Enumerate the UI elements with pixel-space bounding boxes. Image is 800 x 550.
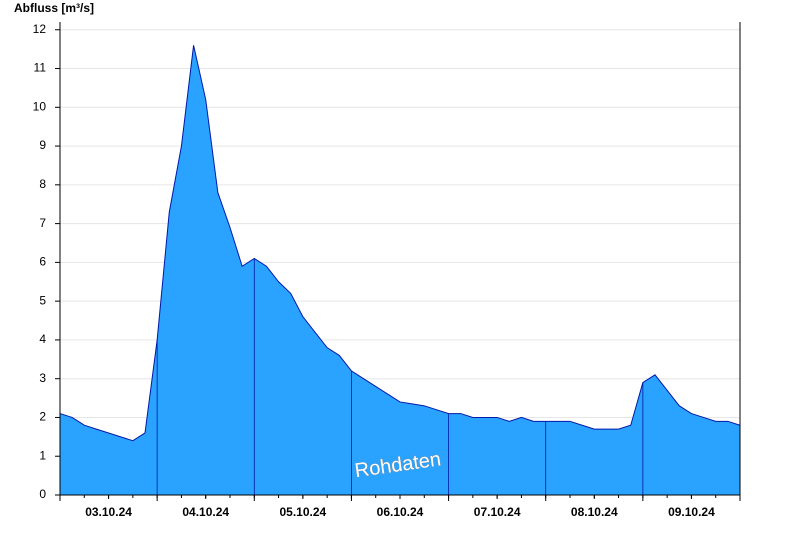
x-tick-label: 09.10.24 xyxy=(668,505,715,519)
x-tick-label: 05.10.24 xyxy=(279,505,326,519)
y-tick-label: 6 xyxy=(39,255,46,269)
x-tick-label: 06.10.24 xyxy=(377,505,424,519)
y-tick-label: 9 xyxy=(39,138,46,152)
x-tick-label: 07.10.24 xyxy=(474,505,521,519)
area-line xyxy=(59,45,741,442)
y-tick-label: 4 xyxy=(39,332,46,346)
y-tick-label: 1 xyxy=(39,448,46,462)
x-tick-label: 03.10.24 xyxy=(85,505,132,519)
x-tick-label: 04.10.24 xyxy=(182,505,229,519)
y-tick-label: 8 xyxy=(39,177,46,191)
y-tick-label: 3 xyxy=(39,371,46,385)
y-tick-label: 10 xyxy=(33,99,47,113)
area xyxy=(60,45,740,495)
x-tick-label: 08.10.24 xyxy=(571,505,618,519)
y-tick-label: 11 xyxy=(34,61,47,75)
y-tick-label: 7 xyxy=(39,216,46,230)
y-tick-label: 2 xyxy=(39,410,46,424)
y-tick-label: 0 xyxy=(39,487,46,501)
y-axis-label: Abfluss [m³/s] xyxy=(14,1,94,15)
y-tick-label: 12 xyxy=(33,22,47,36)
y-tick-label: 5 xyxy=(39,293,46,307)
